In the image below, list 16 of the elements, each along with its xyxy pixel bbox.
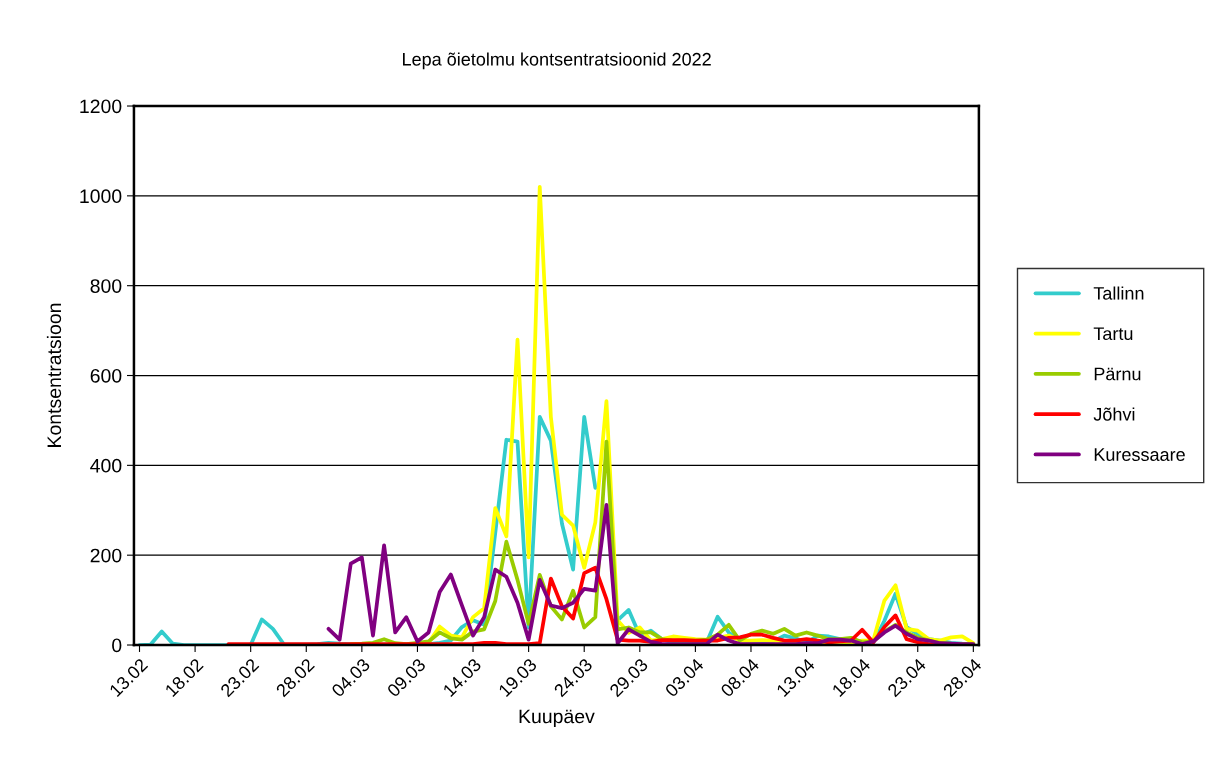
y-tick-label: 1000	[80, 189, 122, 204]
legend-label: Jõhvi	[1093, 407, 1135, 421]
line-series	[326, 502, 976, 646]
x-axis-title: Kuupäev	[519, 709, 595, 728]
legend-label: Tartu	[1093, 327, 1133, 341]
y-tick-label: 800	[90, 279, 122, 293]
legend-label: Kuressaare	[1094, 448, 1185, 461]
legend-label: Pärnu	[1094, 367, 1141, 381]
chart-title: Lepa õietolmu kontsentratsioonid 2022	[403, 52, 711, 70]
y-axis-title: Kontsentratsioon	[46, 303, 62, 447]
legend-label: Tallinn	[1093, 286, 1144, 300]
y-tick-label: 200	[90, 548, 122, 563]
y-tick-label: 1200	[80, 99, 122, 114]
y-tick-label: 0	[112, 638, 122, 653]
y-tick-label: 600	[90, 368, 122, 383]
y-tick-label: 400	[90, 458, 122, 473]
